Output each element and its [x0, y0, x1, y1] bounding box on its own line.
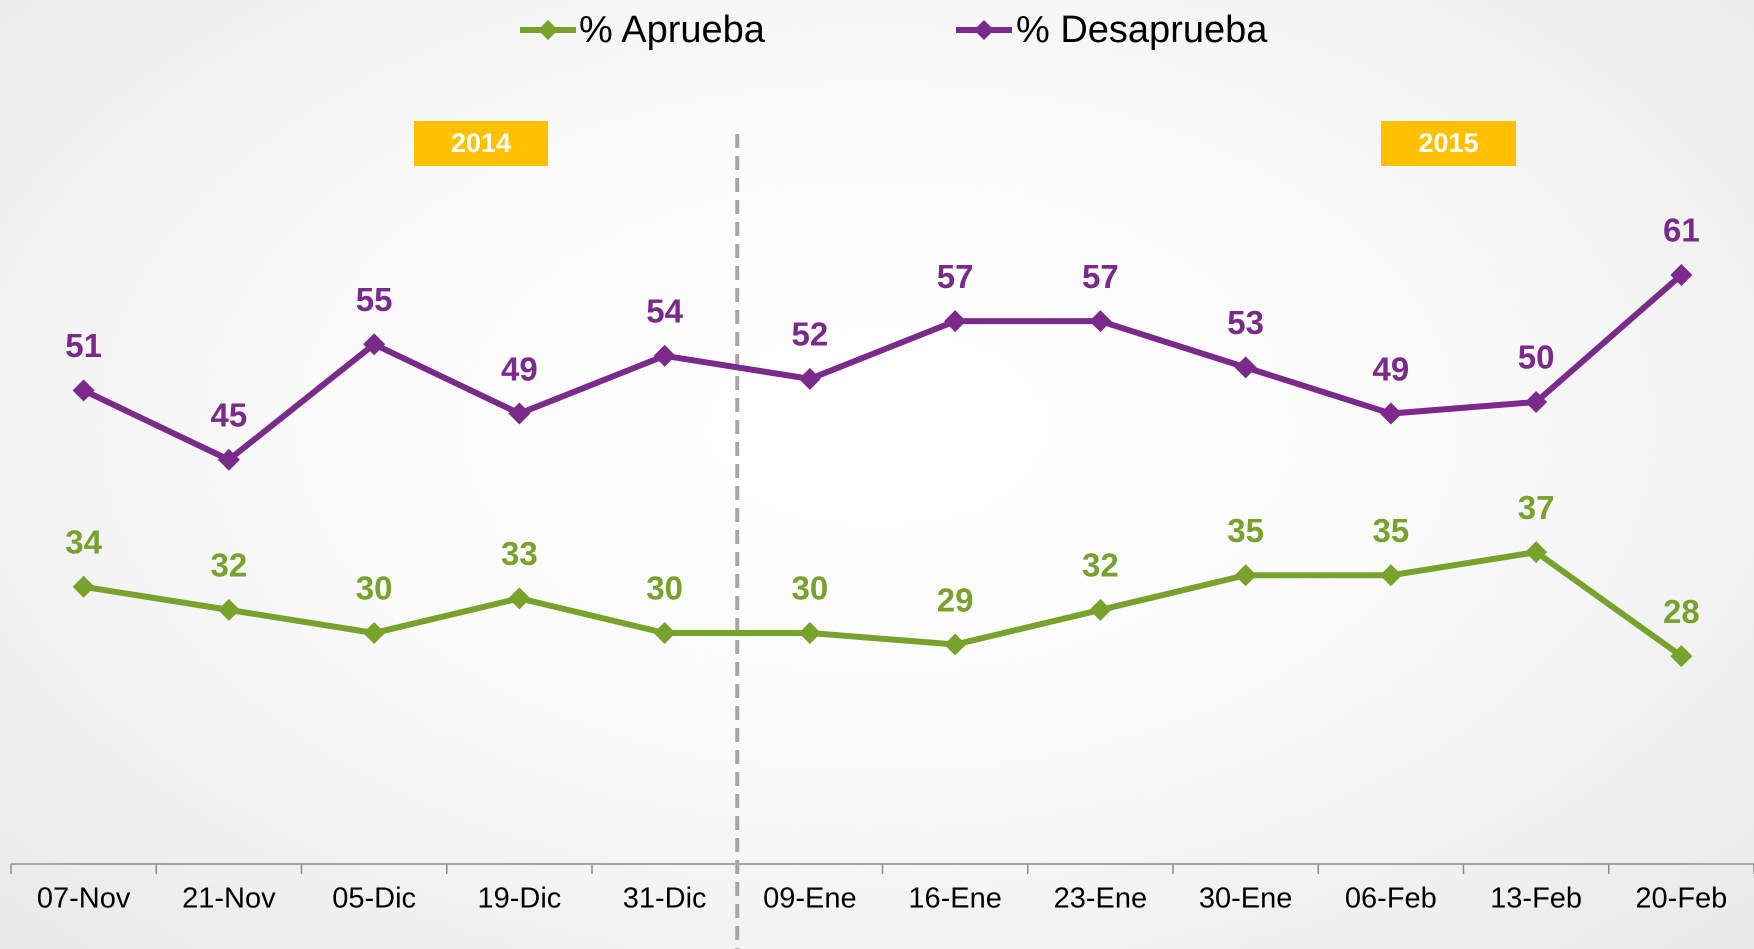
year-box [414, 121, 548, 166]
x-tick-label: 05-Dic [332, 883, 416, 915]
x-tick-label: 21-Nov [182, 883, 276, 915]
data-label: 45 [211, 396, 248, 433]
x-tick-label: 19-Dic [477, 883, 561, 915]
point-marker [653, 344, 676, 367]
x-tick-label: 07-Nov [37, 883, 131, 915]
point-marker [508, 402, 531, 425]
data-label: 57 [937, 258, 974, 295]
data-label: 57 [1082, 258, 1119, 295]
x-tick-label: 06-Feb [1345, 883, 1437, 915]
data-label: 32 [211, 547, 248, 584]
point-marker [217, 598, 240, 621]
data-label: 30 [356, 570, 393, 607]
data-label: 49 [1373, 350, 1410, 387]
legend-marker [974, 20, 994, 40]
series-line [82, 272, 1684, 463]
point-marker [72, 379, 95, 402]
series-line [83, 549, 1684, 659]
point-marker [1379, 564, 1402, 587]
data-label: 33 [501, 535, 538, 572]
x-tick-label: 31-Dic [623, 883, 707, 915]
data-label: 52 [792, 316, 829, 353]
x-tick-label: 20-Feb [1635, 883, 1727, 915]
data-label: 51 [65, 327, 102, 364]
data-label: 35 [1373, 512, 1410, 549]
point-marker [1670, 645, 1693, 668]
x-tick-label: 30-Ene [1199, 883, 1293, 915]
point-marker [72, 575, 95, 598]
x-tick-label: 09-Ene [763, 883, 857, 915]
point-marker [944, 310, 967, 333]
point-marker [798, 367, 821, 390]
point-marker [1089, 598, 1112, 621]
year-box [1381, 121, 1516, 166]
data-label: 37 [1518, 489, 1555, 526]
data-label: 29 [937, 581, 974, 618]
legend-label: % Desaprueba [1016, 9, 1268, 51]
point-marker [1089, 310, 1112, 333]
data-label: 49 [501, 350, 538, 387]
x-tick-label: 16-Ene [908, 883, 1002, 915]
x-tick-label: 23-Ene [1054, 883, 1148, 915]
legend-marker [538, 20, 558, 40]
data-label: 28 [1663, 593, 1700, 630]
point-marker [217, 448, 240, 471]
data-label: 53 [1227, 304, 1264, 341]
point-marker [653, 622, 676, 644]
data-label: 34 [65, 524, 102, 561]
legend-label: % Aprueba [579, 9, 766, 51]
data-label: 30 [792, 570, 829, 607]
year-label: 2014 [451, 128, 511, 158]
data-label: 55 [356, 281, 393, 318]
point-marker [508, 587, 531, 610]
data-label: 35 [1227, 512, 1264, 549]
data-label: 50 [1518, 339, 1555, 376]
point-marker [1234, 564, 1257, 587]
point-marker [1670, 263, 1693, 286]
point-marker [944, 633, 967, 656]
point-marker [1525, 541, 1548, 564]
point-marker [1379, 402, 1402, 425]
point-marker [363, 622, 386, 644]
x-tick-label: 13-Feb [1490, 883, 1582, 915]
point-marker [798, 622, 821, 644]
data-label: 61 [1663, 212, 1700, 249]
data-label: 30 [646, 570, 683, 607]
data-label: 54 [646, 293, 683, 330]
data-label: 32 [1082, 547, 1119, 584]
year-label: 2015 [1418, 128, 1478, 158]
point-marker [1525, 391, 1548, 413]
point-marker [363, 333, 386, 356]
point-marker [1234, 356, 1257, 379]
